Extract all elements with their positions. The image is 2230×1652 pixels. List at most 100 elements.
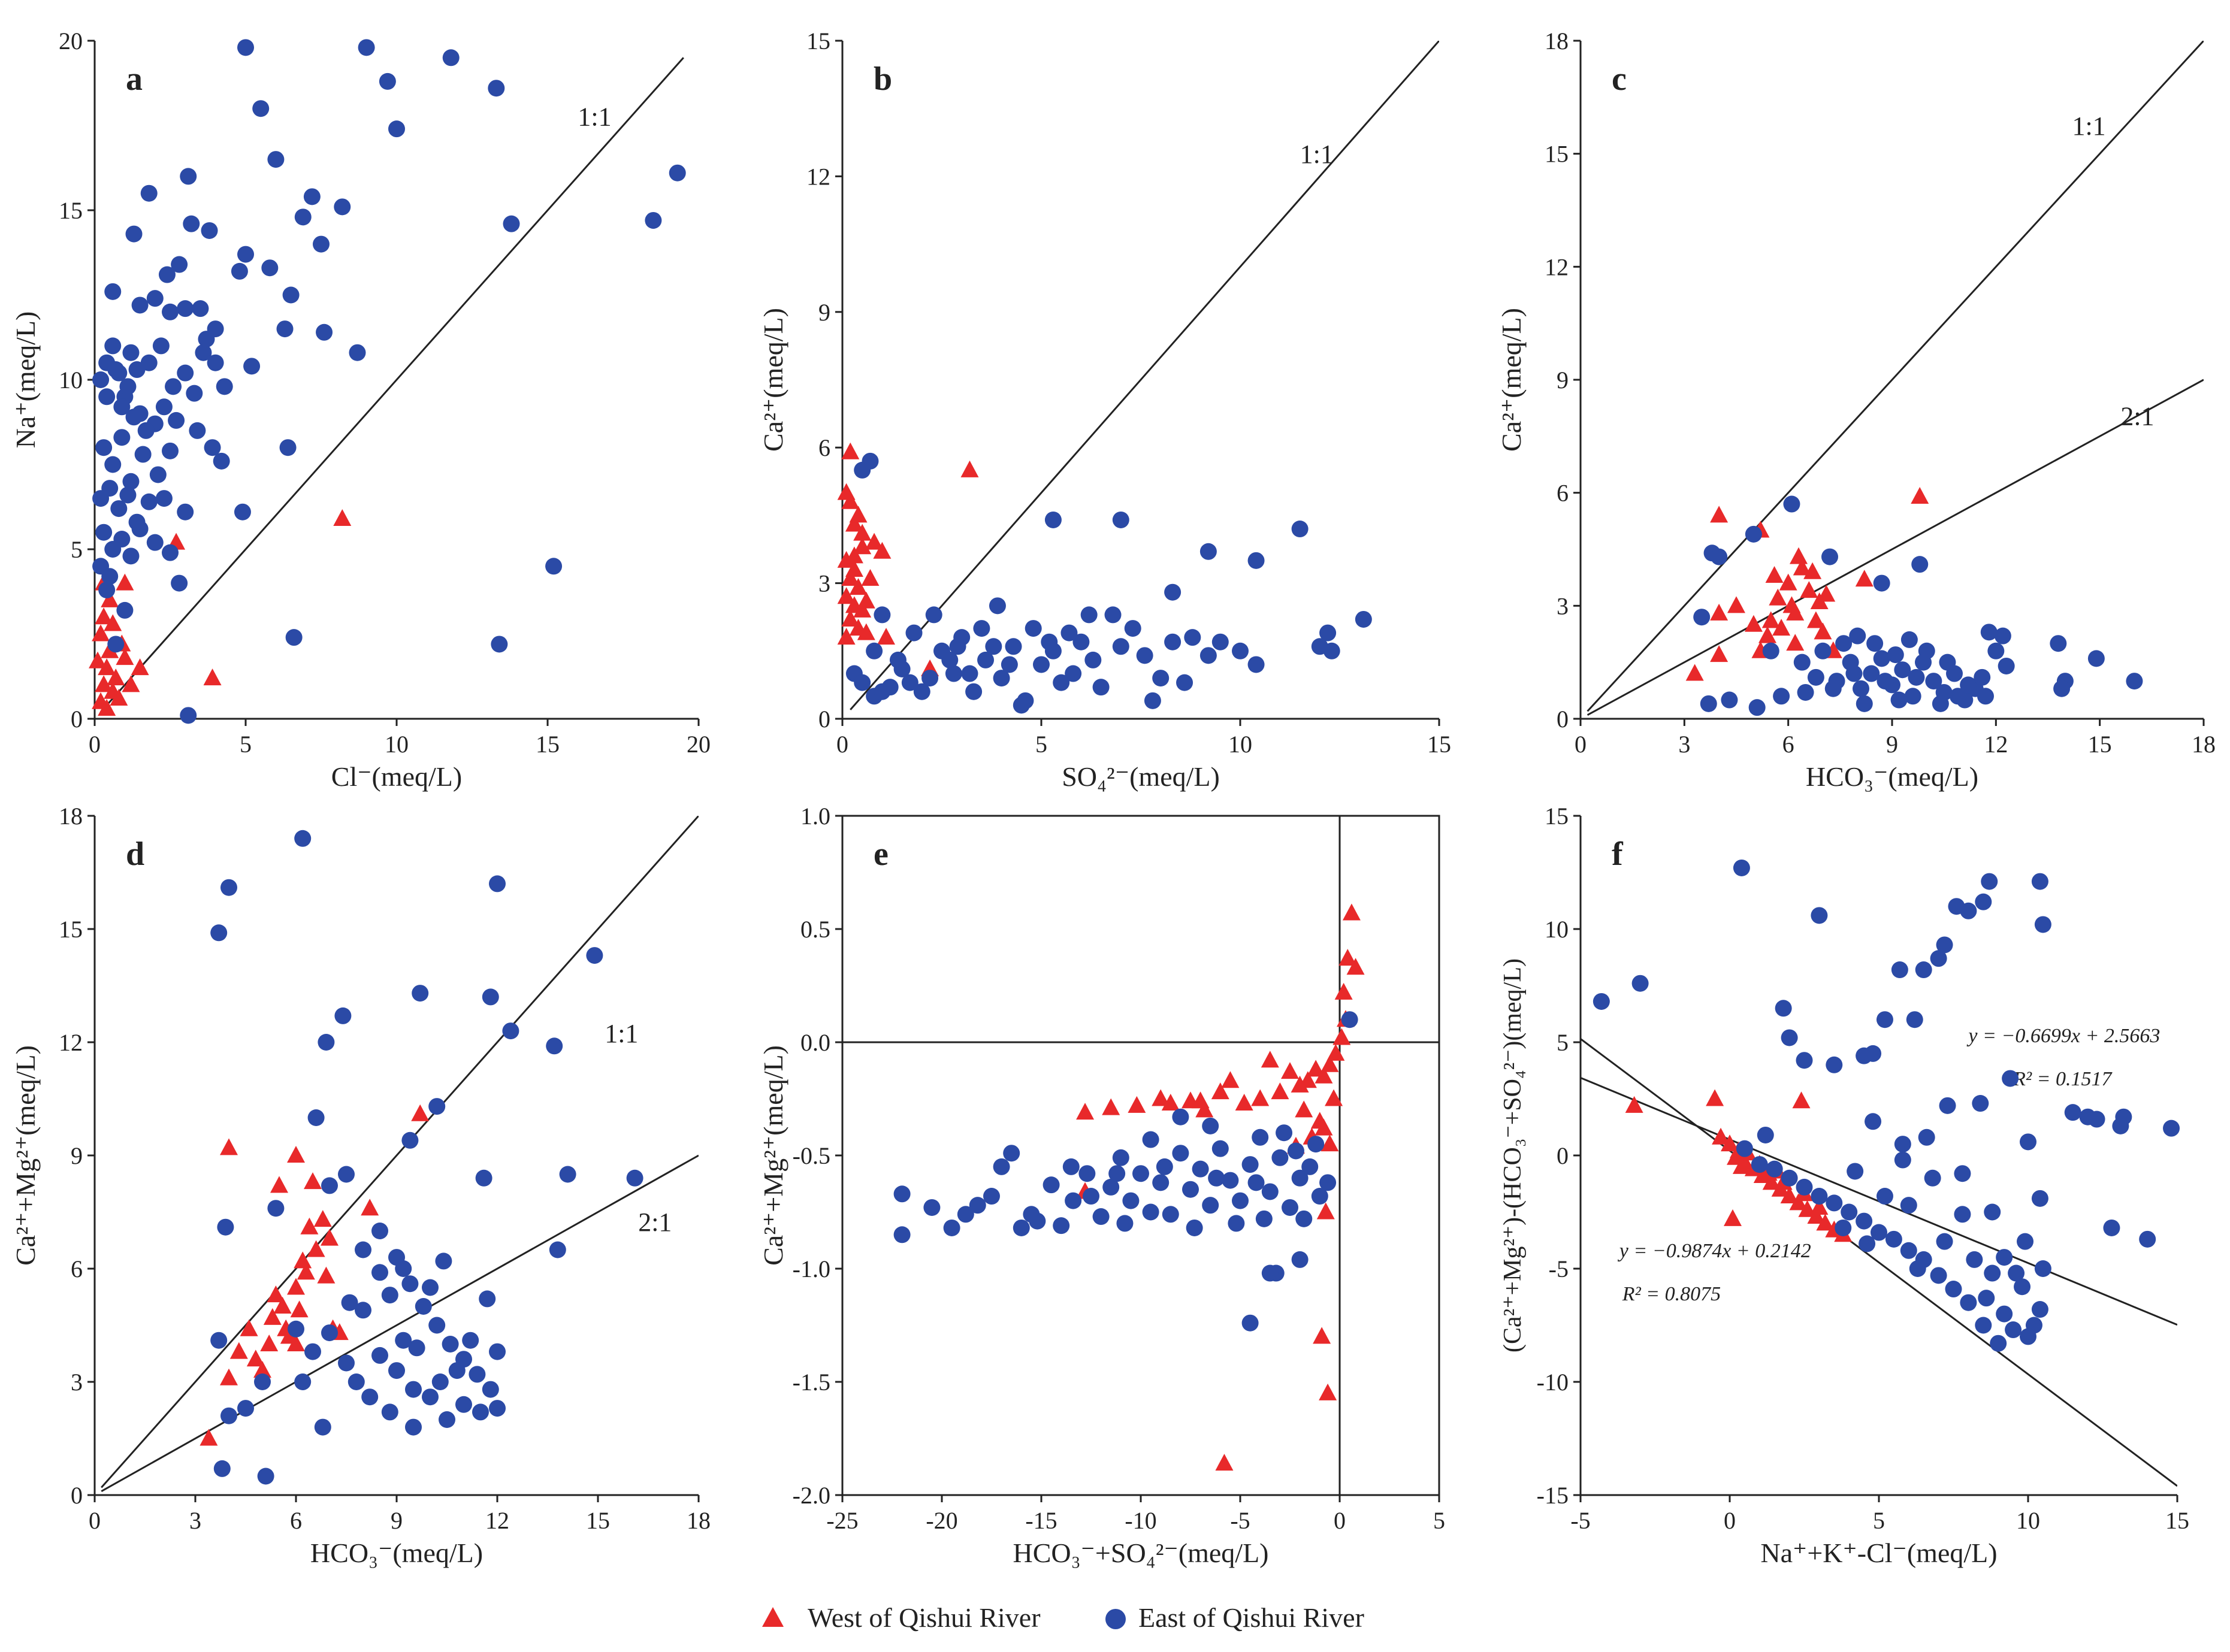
data-point-west [1810,1197,1829,1215]
data-point-east [358,39,375,56]
data-point-east [1078,1165,1096,1182]
data-point-west [1319,1383,1337,1400]
ratio-line-label: 1:1 [605,1019,638,1048]
data-point-west [1102,1098,1120,1115]
data-point-west [1779,573,1797,591]
data-point-east [113,429,131,446]
panel-e: -25 -20 -15 -10 -5 0 5 -2.0 -1.5 -1.0 -0.5 0.0 0.5 1.… [758,803,1445,1568]
data-point-east [1925,673,1942,690]
data-point-east [854,461,871,479]
data-point-west [1810,592,1829,610]
data-point-east [2017,1233,2034,1250]
y-tick-label: 15 [806,28,830,55]
data-point-east [1821,548,1838,565]
data-point-east [254,1373,271,1390]
data-point-east [1945,1281,1962,1298]
data-point-west [107,668,125,686]
data-point-east [216,378,233,395]
data-point-east [428,1098,446,1115]
data-point-east [1319,624,1337,642]
data-point-east [1192,1160,1209,1178]
panel-letter: e [874,836,889,873]
data-point-east [1164,633,1182,650]
y-tick-label: 6 [71,1255,83,1282]
data-point-west [1161,1094,1180,1111]
data-point-west [1310,1112,1329,1129]
data-point-east [1164,583,1182,601]
data-point-east [1863,665,1880,682]
data-point-west [116,573,134,591]
data-point-east [901,674,918,691]
legend-marker-west [762,1607,784,1627]
y-tick-label: 9 [1557,367,1569,394]
data-point-west [1271,1082,1289,1100]
data-point-east [502,1022,519,1040]
data-point-east [1783,495,1800,513]
data-point-west [333,509,352,527]
data-point-west [1727,596,1745,613]
panel-letter: d [126,836,144,873]
data-point-east [1736,1140,1753,1157]
data-point-east [1072,633,1090,650]
data-point-east [1966,1251,1983,1268]
data-point-east [1859,1235,1876,1252]
data-point-west [229,1342,248,1359]
data-point-east [905,624,923,642]
data-point-east [1043,1176,1060,1194]
data-point-west [1332,1028,1351,1045]
data-point-west [1261,1051,1279,1068]
data-point-west [1855,570,1874,587]
data-point-east [1781,1169,1798,1187]
data-point-east [428,1317,446,1334]
data-point-west [1800,581,1818,598]
data-point-west [1321,1134,1339,1152]
data-point-west [1732,1157,1751,1174]
data-point-east [122,344,140,361]
data-point-east [201,222,218,239]
data-point-east [1142,1131,1159,1148]
data-point-west [313,1210,332,1227]
data-point-west [960,460,979,477]
data-point-east [2064,1104,2081,1121]
legend: West of Qishui River East of Qishui Rive… [762,1602,1364,1633]
data-point-west [1723,1209,1742,1226]
data-point-east [1112,1149,1129,1166]
data-point-east [1762,642,1779,659]
data-point-east [1255,1210,1273,1227]
data-point-east [1152,670,1170,687]
data-point-east [177,300,194,317]
data-point-west [200,1429,218,1446]
series-west [1076,903,1365,1471]
data-point-west [1721,1134,1739,1152]
data-point-east [435,1252,452,1270]
data-point-east [1796,1052,1813,1069]
data-point-east [1152,1174,1170,1191]
data-point-east [388,120,405,138]
data-point-east [162,442,179,459]
x-tick-label: 5 [240,731,252,758]
x-tick-label: 15 [536,731,560,758]
data-point-east [1232,1192,1249,1209]
data-point-east [146,534,164,551]
y-tick-label: 5 [1557,1029,1569,1056]
data-point-east [220,1407,237,1424]
x-axis-title: HCO₃⁻(meq/L) [310,1538,483,1568]
data-point-east [1894,1151,1911,1169]
y-tick-label: 0.5 [800,916,830,943]
y-tick-label: 15 [1545,141,1569,168]
y-tick-label: 15 [59,197,83,224]
data-point-east [1915,961,1932,979]
data-point-west [361,1199,379,1216]
data-point-west [841,442,860,459]
data-point-east [257,1468,274,1485]
data-point-east [408,1339,425,1357]
data-point-east [1845,665,1863,682]
panel-letter: b [874,60,892,98]
data-point-east [1202,1117,1219,1134]
data-point-east [371,1223,388,1239]
x-tick-label: 9 [391,1507,403,1534]
data-point-east [1116,1215,1134,1232]
data-point-east [1186,1219,1203,1236]
data-point-west [1765,566,1784,583]
data-point-west [1346,958,1365,975]
